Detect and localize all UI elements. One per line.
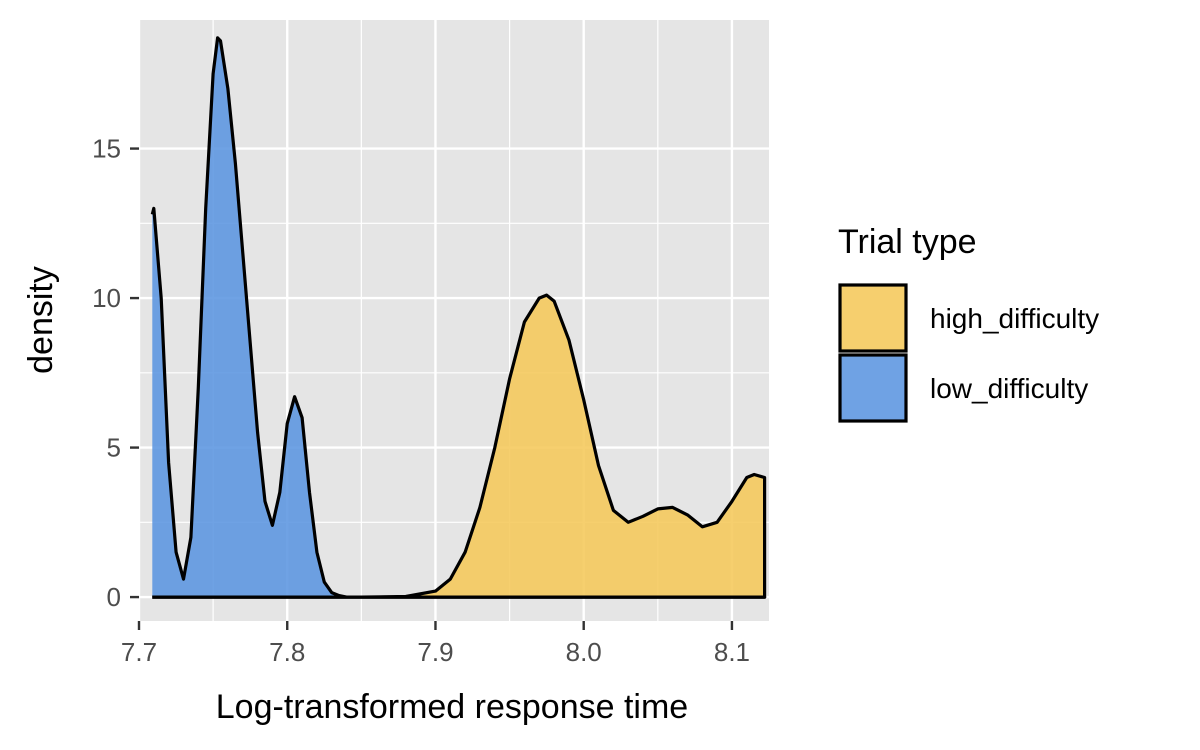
x-tick-label: 8.0 [566, 637, 602, 667]
y-axis: 0 5 10 15 [92, 134, 139, 612]
density-lines [150, 36, 767, 599]
y-axis-title: density [22, 266, 60, 374]
legend-items: high_difficulty low_difficulty [838, 283, 1099, 423]
x-tick-label: 7.7 [121, 637, 157, 667]
area-high_difficulty [152, 295, 765, 598]
x-tick-label: 7.9 [417, 637, 453, 667]
y-tick-label: 5 [107, 433, 121, 463]
x-axis: 7.7 7.8 7.9 8.0 8.1 [121, 621, 750, 667]
y-tick-label: 0 [107, 582, 121, 612]
legend-swatch-high_difficulty [838, 283, 908, 353]
x-axis-title: Log-transformed response time [216, 688, 688, 726]
legend: Trial type high_difficulty low_difficulty [838, 223, 1099, 423]
legend-swatch-low_difficulty [838, 353, 908, 423]
outline-low_difficulty [150, 36, 767, 599]
legend-label-high_difficulty: high_difficulty [930, 303, 1099, 334]
legend-title: Trial type [838, 223, 977, 261]
y-tick-label: 15 [92, 134, 121, 164]
outline-high_difficulty [152, 293, 767, 599]
x-tick-label: 8.1 [714, 637, 750, 667]
y-tick-label: 10 [92, 283, 121, 313]
legend-label-low_difficulty: low_difficulty [930, 373, 1088, 404]
x-tick-label: 7.8 [269, 637, 305, 667]
